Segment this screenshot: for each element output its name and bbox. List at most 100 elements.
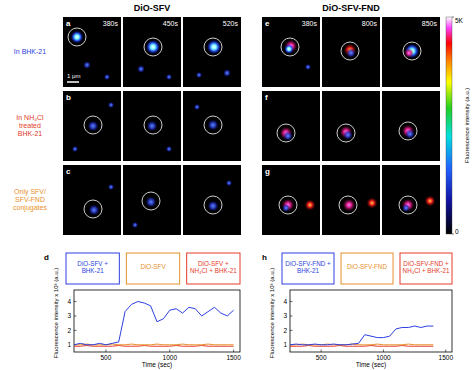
image-background xyxy=(382,91,440,161)
text-line: BHK-21 xyxy=(297,267,320,274)
text-line: BHK-21 xyxy=(18,130,43,137)
fluorescent-spot xyxy=(166,74,172,80)
tracking-circle xyxy=(341,42,359,60)
image-background xyxy=(322,165,380,235)
text-line: Only SFV/ xyxy=(14,188,46,196)
y-tick xyxy=(290,315,293,316)
time-label: 380s xyxy=(103,20,119,27)
panel-letter: h xyxy=(262,253,267,262)
x-axis-label: Time (sec) xyxy=(142,361,172,369)
legend-label: DiO-SFV +BHK-21 xyxy=(77,260,108,274)
fluorescent-spot xyxy=(207,40,221,54)
y-axis-label: Fluorescence intensity x 10³ (a.u.) xyxy=(53,268,59,358)
column-title: DiO-SFV-FND xyxy=(322,3,380,13)
x-tick xyxy=(105,350,106,353)
fluorescent-spot xyxy=(226,180,232,186)
row-label: In NH₄CltreatedBHK-21 xyxy=(16,114,44,137)
tracking-circle xyxy=(84,200,102,218)
tracking-circle xyxy=(142,192,160,210)
tracking-circle xyxy=(281,38,299,56)
legend-label: DiO-SFV-FND xyxy=(347,263,387,270)
y-tick xyxy=(290,301,293,302)
fluorescent-spot xyxy=(305,64,311,70)
plot-lines xyxy=(74,302,234,347)
y-tick-label: 1 xyxy=(67,341,71,348)
plot-frame xyxy=(290,290,452,352)
image-background xyxy=(262,91,320,161)
image-background xyxy=(123,91,181,161)
fluorescent-spot xyxy=(104,74,110,80)
tracking-circle xyxy=(204,38,222,56)
x-tick xyxy=(445,350,446,353)
y-tick-label: 4 xyxy=(67,298,71,305)
micrograph xyxy=(262,17,320,87)
text-line: NH₄Cl + BHK-21 xyxy=(190,267,237,274)
micrograph xyxy=(262,165,320,235)
time-label: 800s xyxy=(362,20,378,27)
fluorescent-spot xyxy=(207,200,218,211)
text-line: DiO-SFV-FND + xyxy=(403,260,449,267)
x-tick-label: 1000 xyxy=(376,354,391,361)
colorbar-label: Fluorescence intensity (a.u.) xyxy=(464,88,470,163)
text-line: treated xyxy=(19,122,41,129)
fluorescent-spot xyxy=(343,199,356,212)
tracking-circle xyxy=(337,124,355,142)
fluorescent-spot xyxy=(137,65,145,73)
image-background xyxy=(123,165,181,235)
fluorescent-spot xyxy=(108,102,114,108)
tracking-circle xyxy=(399,196,417,214)
micrograph xyxy=(123,91,181,161)
image-background xyxy=(382,165,440,235)
tracking-circle xyxy=(399,122,417,140)
fluorescent-spot xyxy=(71,31,84,44)
column-title: DiO-SFV xyxy=(134,3,171,13)
image-background xyxy=(262,17,320,87)
fluorescent-spot xyxy=(282,199,295,212)
legend-box xyxy=(400,253,452,284)
fluorescent-spot xyxy=(223,69,231,77)
legend-label: DiO-SFV-FND +BHK-21 xyxy=(285,260,331,274)
tracking-circle xyxy=(204,196,222,214)
tracking-circle xyxy=(68,28,86,46)
micrograph xyxy=(382,17,440,87)
image-background xyxy=(183,17,241,87)
text-line: conjugates xyxy=(13,204,47,212)
fluorescent-spot xyxy=(132,222,138,228)
tracking-circle xyxy=(84,116,102,134)
y-tick-label: 4 xyxy=(283,298,287,305)
fluorescent-spot xyxy=(72,146,78,152)
tracking-circle xyxy=(279,196,297,214)
fluorescent-spot xyxy=(88,204,99,215)
fluorescent-spot xyxy=(108,184,114,190)
fluorescent-spot xyxy=(402,204,410,212)
micrograph xyxy=(63,17,121,87)
fluorescent-spot xyxy=(366,197,377,208)
colorbar-tick xyxy=(452,234,454,235)
text-line: DiO-SFV xyxy=(140,263,166,270)
y-tick xyxy=(74,301,77,302)
plot-lines xyxy=(290,326,433,346)
series-line xyxy=(74,345,234,347)
time-label: 450s xyxy=(163,20,179,27)
micrograph xyxy=(183,91,241,161)
micrograph xyxy=(123,165,181,235)
time-label: 380s xyxy=(302,20,318,27)
image-background xyxy=(382,17,440,87)
time-label: 850s xyxy=(422,20,438,27)
micrograph xyxy=(322,165,380,235)
fluorescent-spot xyxy=(402,199,415,212)
row-label: Only SFV/SFV-FNDconjugates xyxy=(13,188,47,212)
x-tick-label: 500 xyxy=(100,354,111,361)
fluorescent-spot xyxy=(145,196,156,207)
image-background xyxy=(63,17,121,87)
fluorescent-spot xyxy=(146,40,160,54)
text-line: DiO-SFV-FND xyxy=(347,263,387,270)
series-line xyxy=(290,326,433,345)
x-tick xyxy=(169,350,170,353)
micrograph xyxy=(183,17,241,87)
fluorescent-spot xyxy=(405,44,419,58)
y-tick xyxy=(74,330,77,331)
text-line: DiO-SFV + xyxy=(198,260,229,267)
tracking-circle xyxy=(144,116,162,134)
micrograph xyxy=(322,91,380,161)
